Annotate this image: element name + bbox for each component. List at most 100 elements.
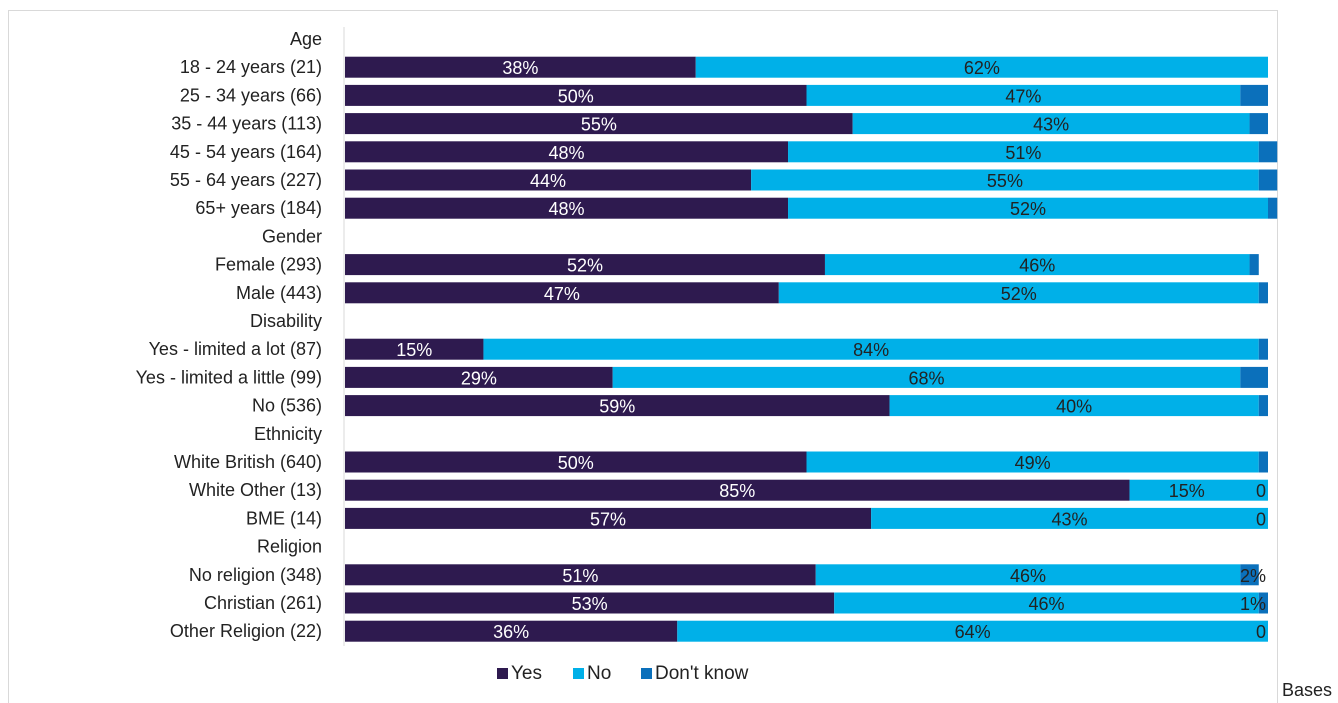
bar-dont-know [1258, 338, 1268, 360]
legend-swatch-dont-know [641, 668, 652, 679]
group-header-label: Age [290, 29, 322, 49]
bar-dont-know [1258, 451, 1268, 473]
data-label-yes: 50% [558, 453, 594, 473]
bar-no [871, 507, 1268, 529]
data-label-yes: 85% [719, 481, 755, 501]
category-label: Christian (261) [204, 593, 322, 613]
data-label-yes: 29% [461, 368, 497, 388]
data-label-yes: 57% [590, 509, 626, 529]
bar-no [483, 338, 1259, 360]
group-header-label: Religion [257, 537, 322, 557]
data-label-yes: 36% [493, 622, 529, 642]
bar-yes [345, 113, 853, 135]
bar-no [1129, 479, 1268, 501]
data-label-yes: 44% [530, 171, 566, 191]
bar-yes [345, 507, 872, 529]
data-label-yes: 53% [572, 594, 608, 614]
category-label: Female (293) [215, 255, 322, 275]
category-label: 18 - 24 years (21) [180, 57, 322, 77]
data-label-dont-know: 0 [1256, 481, 1266, 501]
bar-no [806, 84, 1241, 106]
bar-yes [345, 254, 825, 276]
bar-no [778, 282, 1259, 304]
category-label: Yes - limited a lot (87) [149, 339, 322, 359]
category-label: White British (640) [174, 452, 322, 472]
category-label: No religion (348) [189, 565, 322, 585]
bar-no [815, 564, 1241, 586]
data-label-no: 68% [908, 368, 944, 388]
bar-no [612, 366, 1241, 388]
bar-yes [345, 84, 807, 106]
bar-no [806, 451, 1259, 473]
bar-dont-know [1240, 366, 1268, 388]
data-label-no: 46% [1010, 566, 1046, 586]
bar-yes [345, 169, 752, 191]
bar-dont-know [1240, 564, 1259, 586]
legend-swatch-no [573, 668, 584, 679]
legend-label-no: No [587, 663, 611, 684]
bar-yes [345, 451, 807, 473]
bar-yes [345, 56, 696, 78]
bar-yes [345, 141, 789, 163]
category-label: 25 - 34 years (66) [180, 85, 322, 105]
bar-yes [345, 338, 484, 360]
category-label: 35 - 44 years (113) [171, 114, 322, 134]
bar-dont-know [1249, 254, 1259, 276]
bar-dont-know [1258, 169, 1278, 191]
bar-yes [345, 620, 678, 642]
stacked-bar-chart: Age 18 - 24 years (21) 38% 62% 25 - 34 years… [136, 27, 1278, 684]
data-label-yes: 48% [549, 143, 585, 163]
legend-label-yes: Yes [511, 663, 542, 684]
bar-no [889, 395, 1259, 417]
bar-yes [345, 366, 613, 388]
data-label-no: 51% [1005, 143, 1041, 163]
group-header-label: Disability [250, 311, 322, 331]
data-label-dont-know: 0 [1256, 622, 1266, 642]
data-label-no: 15% [1169, 481, 1205, 501]
bar-yes [345, 592, 835, 614]
data-label-yes: 38% [502, 58, 538, 78]
bar-dont-know [1258, 141, 1278, 163]
data-label-no: 84% [853, 340, 889, 360]
category-label: No (536) [252, 396, 322, 416]
bar-dont-know [1268, 197, 1278, 219]
bar-no [824, 254, 1250, 276]
data-label-dont-know: 0 [1256, 509, 1266, 529]
bar-no [788, 197, 1268, 219]
data-label-yes: 15% [396, 340, 432, 360]
data-label-dont-know: 1% [1240, 594, 1266, 614]
data-label-no: 46% [1019, 256, 1055, 276]
data-label-dont-know: 2% [1240, 566, 1266, 586]
bar-yes [345, 564, 816, 586]
bar-no [677, 620, 1268, 642]
data-label-no: 64% [955, 622, 991, 642]
bar-no [751, 169, 1259, 191]
data-label-no: 47% [1005, 86, 1041, 106]
bar-no [788, 141, 1259, 163]
bases-note: Bases [1282, 680, 1333, 700]
data-label-no: 40% [1056, 397, 1092, 417]
bar-no [834, 592, 1259, 614]
bar-dont-know [1258, 395, 1268, 417]
category-label: Other Religion (22) [170, 621, 322, 641]
bar-dont-know [1258, 592, 1268, 614]
bar-no [852, 113, 1250, 135]
data-label-no: 52% [1010, 199, 1046, 219]
category-label: BME (14) [246, 508, 322, 528]
data-label-yes: 51% [562, 566, 598, 586]
data-label-yes: 55% [581, 115, 617, 135]
group-header-label: Gender [262, 226, 322, 246]
category-label: Yes - limited a little (99) [136, 367, 322, 387]
legend-swatch-yes [497, 668, 508, 679]
category-label: White Other (13) [189, 480, 322, 500]
bar-dont-know [1240, 84, 1268, 106]
category-label: Male (443) [236, 283, 322, 303]
data-label-no: 55% [987, 171, 1023, 191]
data-label-yes: 52% [567, 256, 603, 276]
bar-dont-know [1249, 113, 1268, 135]
group-header-label: Ethnicity [254, 424, 322, 444]
category-label: 55 - 64 years (227) [170, 170, 322, 190]
data-label-no: 62% [964, 58, 1000, 78]
data-label-no: 43% [1033, 115, 1069, 135]
data-label-yes: 59% [599, 397, 635, 417]
